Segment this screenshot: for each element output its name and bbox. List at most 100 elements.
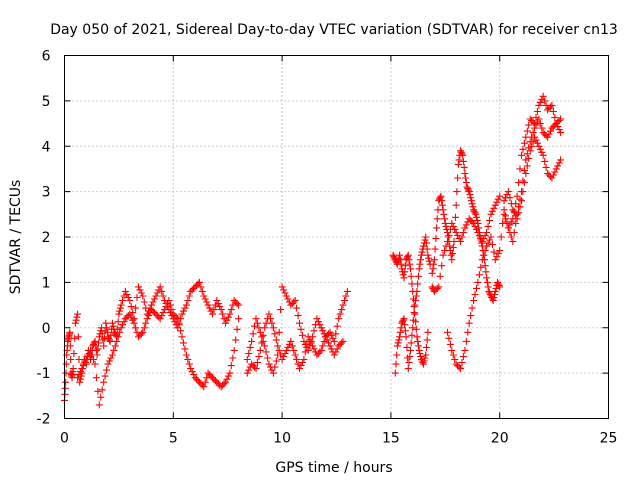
data-point <box>428 283 436 291</box>
data-point <box>133 294 141 301</box>
data-point <box>461 224 469 232</box>
data-point <box>74 374 82 382</box>
data-point <box>316 348 324 356</box>
data-point <box>66 328 74 336</box>
data-point <box>557 115 565 123</box>
data-point <box>462 337 470 345</box>
data-point <box>401 321 409 329</box>
data-point <box>94 387 102 395</box>
data-point <box>401 327 409 335</box>
data-point <box>103 366 111 374</box>
data-point <box>485 287 493 295</box>
data-point <box>477 263 485 271</box>
data-point <box>165 297 173 304</box>
data-point <box>265 360 273 368</box>
data-point <box>395 336 403 344</box>
data-point <box>491 291 499 298</box>
data-point <box>487 210 495 218</box>
data-point <box>461 346 469 354</box>
data-point <box>251 322 258 330</box>
data-point <box>124 294 132 301</box>
data-point <box>268 319 276 327</box>
data-point <box>513 210 521 218</box>
data-point <box>136 286 144 294</box>
data-point <box>418 248 426 256</box>
data-point <box>271 363 279 371</box>
data-point <box>271 330 279 338</box>
data-point <box>211 301 219 309</box>
data-point <box>153 289 161 297</box>
data-point <box>484 222 492 230</box>
data-point <box>516 195 524 203</box>
data-point <box>256 346 264 354</box>
data-point <box>429 265 437 273</box>
data-point <box>313 315 321 323</box>
data-point <box>182 301 190 309</box>
data-point <box>229 354 237 362</box>
data-point <box>307 339 315 347</box>
data-point <box>406 260 414 268</box>
data-point <box>227 362 235 370</box>
data-point <box>119 321 126 329</box>
data-point <box>415 342 422 350</box>
data-point <box>513 192 521 200</box>
data-point <box>549 171 557 179</box>
data-point <box>396 333 404 341</box>
data-point <box>410 309 418 317</box>
data-point <box>310 345 318 353</box>
data-point <box>130 319 138 327</box>
data-point <box>135 283 142 291</box>
data-point <box>454 362 462 370</box>
data-point <box>455 156 463 164</box>
data-point <box>71 334 79 342</box>
data-point <box>459 157 467 165</box>
data-point <box>274 342 282 350</box>
data-point <box>108 351 116 359</box>
data-point <box>198 381 206 389</box>
data-point <box>391 369 399 377</box>
data-point <box>306 336 314 344</box>
data-point <box>326 328 334 336</box>
data-point <box>82 356 90 363</box>
data-point <box>396 251 404 259</box>
data-point <box>226 369 234 377</box>
data-point <box>99 336 107 344</box>
data-point <box>198 287 206 295</box>
data-point <box>100 342 108 350</box>
data-point <box>336 340 344 348</box>
data-point <box>103 328 111 336</box>
data-point <box>542 163 550 171</box>
data-point <box>470 219 478 227</box>
data-point <box>245 350 253 357</box>
data-point <box>522 156 530 164</box>
data-point <box>433 215 441 223</box>
data-point <box>217 383 225 391</box>
data-point <box>178 333 186 341</box>
data-point <box>509 206 517 214</box>
data-point <box>481 247 489 255</box>
data-point <box>424 251 432 259</box>
data-point <box>512 219 520 227</box>
data-point <box>113 337 121 345</box>
data-point <box>462 174 470 182</box>
data-point <box>421 236 429 244</box>
data-point <box>332 330 340 338</box>
data-point <box>422 239 430 247</box>
x-axis-label: GPS time / hours <box>275 460 392 476</box>
data-point <box>317 346 325 354</box>
data-point <box>104 333 112 341</box>
data-point <box>267 315 274 323</box>
data-point <box>70 350 78 357</box>
data-point <box>439 251 447 259</box>
data-point <box>551 168 559 176</box>
data-point <box>424 328 432 336</box>
data-point <box>502 215 509 223</box>
data-point <box>123 291 131 298</box>
data-point <box>496 192 504 200</box>
data-point <box>74 333 82 341</box>
data-point <box>184 297 192 304</box>
data-point <box>454 232 462 239</box>
data-point <box>417 353 425 360</box>
data-point <box>441 247 449 255</box>
data-point <box>252 315 260 323</box>
